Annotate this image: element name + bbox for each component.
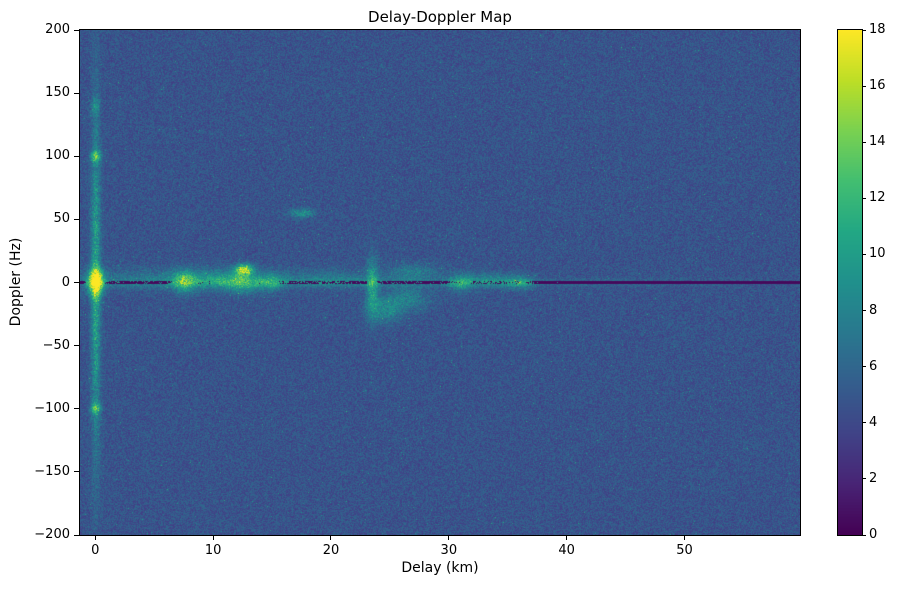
- colorbar-tick-label: 6: [869, 358, 878, 374]
- y-tick: [74, 29, 79, 31]
- x-tick-label: 40: [558, 543, 575, 558]
- colorbar-tick-label: 12: [869, 190, 886, 206]
- y-axis-label: Doppler (Hz): [8, 237, 24, 327]
- colorbar-tick: [862, 534, 866, 536]
- x-tick-label: 0: [91, 543, 100, 558]
- colorbar-tick-label: 2: [869, 470, 878, 486]
- colorbar-tick-label: 8: [869, 302, 878, 318]
- y-tick: [74, 92, 79, 94]
- colorbar: [837, 29, 863, 536]
- y-tick: [74, 282, 79, 283]
- colorbar-tick: [862, 141, 866, 143]
- x-tick-label: 50: [676, 543, 693, 558]
- y-tick: [74, 155, 79, 157]
- colorbar-tick: [862, 310, 866, 312]
- colorbar-tick: [862, 253, 866, 255]
- x-axis-label: Delay (km): [401, 560, 479, 576]
- colorbar-tick-label: 14: [869, 134, 886, 150]
- y-tick: [74, 218, 79, 220]
- x-tick: [212, 536, 214, 540]
- x-tick: [566, 536, 568, 540]
- y-tick-label: −50: [42, 337, 70, 353]
- plot-area: [79, 29, 801, 536]
- y-tick: [74, 345, 79, 347]
- colorbar-tick-label: 4: [869, 414, 878, 430]
- x-tick-label: 30: [440, 543, 458, 558]
- y-tick: [74, 534, 79, 536]
- colorbar-tick: [862, 29, 866, 31]
- x-tick: [94, 536, 96, 540]
- x-tick: [448, 536, 450, 540]
- colorbar-tick: [862, 85, 866, 87]
- colorbar-tick-label: 10: [869, 246, 886, 262]
- y-tick-label: 200: [45, 22, 70, 37]
- colorbar-tick: [862, 366, 866, 368]
- colorbar-tick-label: 16: [869, 78, 886, 94]
- y-tick-label: −200: [34, 527, 70, 542]
- y-tick-label: −150: [34, 463, 70, 479]
- colorbar-tick-label: 18: [869, 22, 886, 37]
- y-tick-label: 150: [45, 85, 70, 101]
- x-tick-label: 10: [204, 543, 222, 558]
- y-tick-label: 100: [45, 148, 70, 164]
- y-tick: [74, 471, 79, 473]
- y-tick-label: 0: [61, 274, 70, 290]
- colorbar-tick: [862, 422, 866, 424]
- x-tick-label: 20: [322, 543, 340, 558]
- x-tick: [330, 536, 332, 540]
- colorbar-canvas: [838, 30, 862, 535]
- y-tick: [74, 408, 79, 410]
- colorbar-tick: [862, 197, 866, 199]
- colorbar-tick: [862, 478, 866, 480]
- y-tick-label: 50: [53, 211, 70, 227]
- colorbar-tick-label: 0: [869, 527, 878, 542]
- chart-title: Delay-Doppler Map: [368, 8, 512, 26]
- heatmap-canvas: [80, 30, 800, 535]
- y-tick-label: −100: [34, 400, 70, 416]
- x-tick: [684, 536, 686, 540]
